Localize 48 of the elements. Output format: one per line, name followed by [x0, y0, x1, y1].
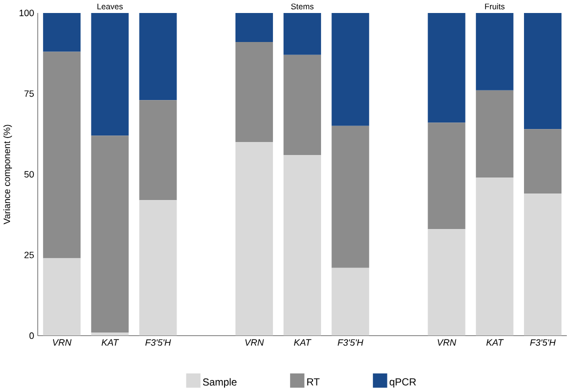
bar — [235, 12, 273, 42]
x-tick-label: VRN — [52, 339, 72, 346]
bar — [139, 100, 177, 200]
legend-label: Sample — [202, 378, 237, 388]
bar — [524, 12, 562, 130]
bar — [428, 122, 466, 230]
bar — [332, 268, 370, 336]
bar — [428, 229, 466, 336]
y-tick-label: 75 — [24, 90, 34, 97]
bar — [91, 12, 129, 136]
x-tick-label: F3'5'H — [338, 339, 364, 346]
bar — [235, 142, 273, 336]
bar — [91, 332, 129, 336]
bar — [139, 200, 177, 336]
bar — [139, 12, 177, 100]
y-tick-label: 100 — [20, 10, 34, 16]
bar — [91, 136, 129, 332]
legend-label: RT — [307, 378, 320, 386]
x-tick-label: F3'5'H — [530, 339, 556, 346]
bar — [43, 258, 81, 336]
text: Fruits — [485, 3, 505, 10]
bar — [476, 177, 514, 336]
bar — [524, 194, 562, 336]
x-tick-label: VRN — [245, 339, 264, 346]
x-tick-label: KAT — [294, 339, 312, 346]
bar — [284, 54, 322, 155]
bar — [428, 12, 466, 123]
bar — [43, 12, 81, 52]
bar — [284, 12, 322, 55]
y-tick-label: 50 — [24, 171, 34, 178]
y-axis-title: Variance component (%) — [3, 124, 12, 224]
y-tick-label: 25 — [24, 252, 34, 258]
x-tick-label: VRN — [438, 339, 456, 346]
bar — [332, 12, 370, 126]
bar — [332, 126, 370, 268]
legend-label: qPCR — [390, 378, 416, 388]
text: Leaves — [97, 4, 123, 10]
text: Stems — [291, 4, 314, 10]
bar — [476, 12, 514, 90]
bar — [476, 90, 514, 178]
bar — [43, 52, 81, 258]
bar — [284, 154, 322, 336]
x-tick-label: KAT — [102, 339, 120, 346]
x-tick-label: KAT — [486, 339, 504, 346]
bar — [235, 42, 273, 142]
bar — [524, 129, 562, 194]
x-tick-label: F3'5'H — [145, 339, 171, 346]
y-tick-label: 0 — [29, 332, 34, 339]
